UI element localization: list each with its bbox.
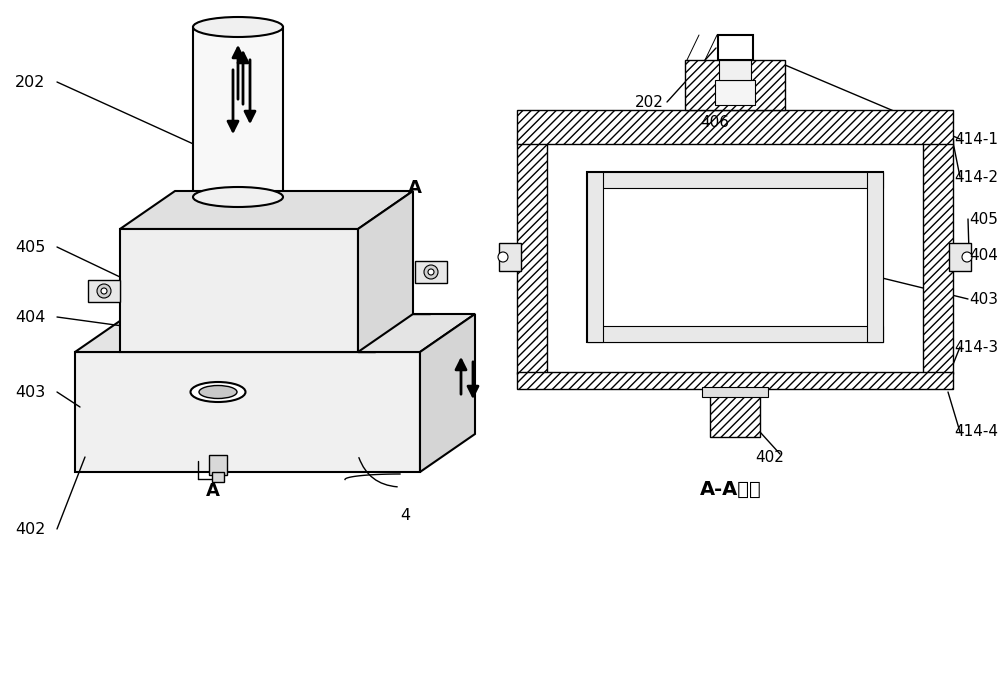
Bar [710, 389, 760, 437]
Text: 202: 202 [635, 95, 664, 109]
Bar [718, 35, 753, 60]
Polygon shape [358, 191, 413, 352]
Bar [949, 243, 971, 271]
Text: 405: 405 [969, 212, 998, 227]
Text: 404: 404 [15, 310, 45, 324]
Text: 414-3: 414-3 [954, 339, 998, 354]
Bar [867, 172, 883, 342]
Text: A: A [408, 179, 422, 197]
Text: 403: 403 [15, 385, 45, 400]
Ellipse shape [428, 269, 434, 275]
Bar [415, 261, 447, 283]
Bar [212, 472, 224, 482]
Ellipse shape [193, 187, 283, 207]
Text: 414-2: 414-2 [954, 170, 998, 185]
Bar [88, 280, 120, 302]
Ellipse shape [193, 17, 283, 37]
Bar [685, 60, 785, 110]
Bar [587, 172, 603, 342]
Bar [719, 60, 751, 80]
Polygon shape [120, 191, 413, 229]
Text: 402: 402 [755, 449, 784, 464]
Polygon shape [75, 314, 475, 352]
Bar [499, 243, 521, 271]
Ellipse shape [101, 288, 107, 294]
Polygon shape [75, 352, 420, 472]
Bar [517, 110, 953, 144]
Bar [587, 326, 883, 342]
Bar [587, 172, 883, 188]
Bar [193, 27, 283, 197]
Bar [702, 387, 768, 397]
Bar [517, 372, 953, 389]
Bar [923, 140, 953, 374]
Ellipse shape [97, 284, 111, 298]
Ellipse shape [199, 385, 237, 398]
Text: 414-1: 414-1 [954, 131, 998, 146]
Polygon shape [420, 314, 475, 472]
Ellipse shape [424, 265, 438, 279]
Bar [209, 455, 227, 475]
Text: 402: 402 [15, 521, 45, 537]
Text: 405: 405 [15, 240, 45, 254]
Bar [517, 140, 547, 374]
Bar [715, 80, 755, 105]
Text: 202: 202 [15, 74, 45, 89]
Ellipse shape [191, 382, 246, 402]
Bar [587, 172, 883, 342]
Text: 414-4: 414-4 [954, 425, 998, 440]
Polygon shape [120, 229, 358, 352]
Text: 404: 404 [969, 247, 998, 262]
Text: 406: 406 [700, 115, 729, 130]
Text: A: A [206, 482, 220, 500]
Text: 403: 403 [969, 291, 998, 306]
Text: 4: 4 [400, 508, 410, 523]
Ellipse shape [962, 252, 972, 262]
Text: A-A剑面: A-A剑面 [700, 480, 762, 499]
Ellipse shape [498, 252, 508, 262]
